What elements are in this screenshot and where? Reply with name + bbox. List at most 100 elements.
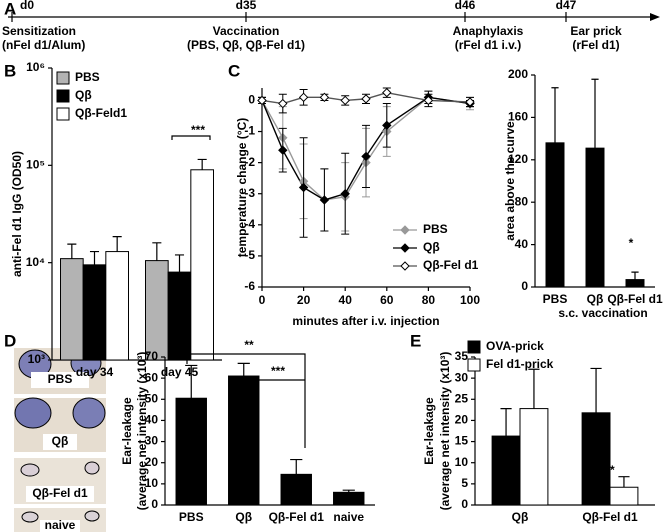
ear-label-box [40,520,80,532]
timeline-detail: (nFel d1/Alum) [2,38,85,52]
ear-spot [14,397,52,429]
bar [491,435,521,506]
ear-label-box [26,486,94,502]
x-tick-label: Qβ [235,510,252,524]
y-tick-label: 30 [455,370,469,384]
error-bar [197,158,207,170]
legend-label: Qβ-Feld1 [75,106,127,120]
timeline-step: Anaphylaxis [453,24,524,38]
bar [105,251,130,361]
error-bar [89,250,100,265]
x-tick-label: day 45 [161,365,199,379]
y-axis-label: temperature change (°C) [235,118,249,258]
legend-label: Qβ-Fel d1 [423,258,479,272]
x-tick-label: Qβ-Fel d1 [582,510,638,524]
y-tick-label: 70 [145,349,159,363]
data-point [278,145,288,155]
bar [625,279,645,288]
ear-spot [21,511,39,523]
bar [145,260,169,361]
y-axis-label: (average net intensity (x10³) [438,352,452,511]
ear-label: naive [45,518,76,532]
x-tick-label: PBS [543,292,568,306]
y-tick-label: 40 [145,413,159,427]
y-tick-label: 35 [455,349,469,363]
bar [545,142,565,288]
bar [167,271,192,361]
x-tick-label: 80 [422,293,436,307]
panel-label: B [4,61,16,80]
error-bar [67,243,77,259]
timeline-day: d47 [556,0,577,12]
panel-label: C [228,61,240,80]
legend-swatch [467,358,481,372]
significance-label: * [629,236,634,250]
x-tick-label: 40 [339,293,353,307]
x-axis-label: s.c. vaccination [558,306,647,320]
bar [609,486,639,506]
y-tick-label: 15 [455,434,469,448]
legend-swatch [467,340,481,354]
ear-spot [84,461,100,475]
significance-bracket [244,379,305,384]
timeline-day: d0 [20,0,34,12]
x-tick-label: 60 [380,293,394,307]
legend-label: PBS [423,222,448,236]
bar [581,412,611,506]
y-tick-label: 0 [151,497,158,511]
bar [190,169,214,361]
x-tick-label: 0 [259,293,266,307]
error-bar [185,364,198,399]
data-point [423,95,434,106]
significance-label: *** [191,123,205,137]
timeline-day: d46 [455,0,476,12]
legend-label: Qβ [75,88,92,102]
y-tick-label: -5 [244,248,255,262]
ear-label: PBS [48,372,73,386]
ear-label: Qβ-Fel d1 [32,486,88,500]
x-tick-label: 100 [460,293,480,307]
legend-swatch [56,71,70,85]
bar [60,258,84,361]
bar [585,147,605,288]
y-tick-label: -2 [244,155,255,169]
error-bar [618,476,630,488]
significance-label: *** [271,364,285,378]
y-tick-label: 0 [521,279,528,293]
ear-spot [84,510,100,522]
x-tick-label: 20 [297,293,311,307]
x-tick-label: day 34 [76,365,114,379]
y-axis-label: area above the curve [503,121,517,241]
y-tick-label: 40 [515,237,529,251]
data-point [340,189,350,199]
y-tick-label: -1 [244,124,255,138]
data-point [319,195,330,205]
error-bar [342,489,355,493]
error-bar [591,78,599,149]
legend-label: Qβ [423,240,440,254]
x-tick-label: naive [333,510,364,524]
legend-swatch [56,107,70,121]
timeline-step: Vaccination [213,24,280,38]
y-tick-label: 80 [515,194,529,208]
timeline-detail: (rFel d1 i.v.) [455,38,521,52]
data-point [319,92,330,103]
bar [175,397,207,506]
ear-label-box [43,434,77,450]
y-axis-label: Ear-leakage [120,397,134,465]
legend-marker [400,261,410,271]
timeline-step: Ear prick [570,24,622,38]
data-point [340,95,350,106]
legend-swatch [56,89,70,103]
error-bar [290,458,303,475]
timeline-day: d35 [236,0,257,12]
bar [82,264,107,361]
legend-label: OVA-prick [486,339,544,353]
y-axis-label: anti-Fel d1 IgG (OD50) [10,151,24,277]
y-tick-label: 200 [508,67,528,81]
timeline-detail: (rFel d1) [572,38,619,52]
legend-label: PBS [75,70,100,84]
legend-marker [400,243,410,253]
ear-label: Qβ [52,434,69,448]
